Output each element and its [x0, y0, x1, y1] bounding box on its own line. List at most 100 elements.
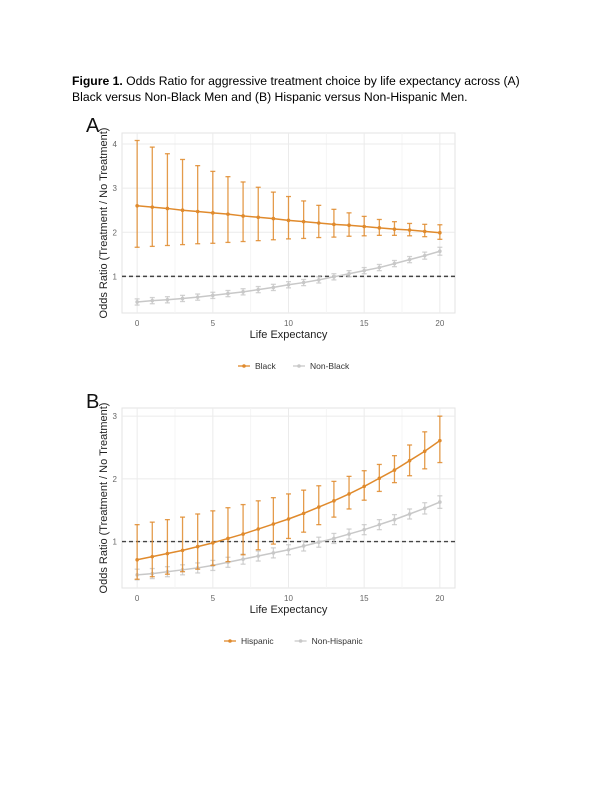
- data-point: [347, 271, 351, 276]
- x-tick-label: 20: [435, 594, 444, 603]
- legend-key-point: [298, 639, 303, 643]
- data-point: [392, 468, 397, 472]
- legend-key-point: [242, 364, 246, 368]
- data-point: [392, 261, 397, 266]
- legend: Black Non-Black: [238, 361, 350, 371]
- data-point: [211, 541, 215, 545]
- data-point: [332, 499, 336, 503]
- x-tick-label: 15: [360, 319, 369, 328]
- x-axis-label: Life Expectancy: [250, 329, 328, 341]
- legend: Hispanic Non-Hispanic: [224, 636, 363, 646]
- legend-key-point: [228, 639, 232, 643]
- y-tick-label: 2: [113, 475, 118, 484]
- data-point: [362, 224, 366, 229]
- data-point: [226, 536, 230, 541]
- data-point: [271, 285, 276, 290]
- x-tick-label: 5: [211, 594, 216, 603]
- data-point: [286, 282, 291, 287]
- x-tick-label: 0: [135, 319, 140, 328]
- x-tick-label: 5: [211, 319, 216, 328]
- data-point: [362, 484, 366, 489]
- data-point: [377, 226, 382, 230]
- data-point: [407, 512, 412, 516]
- data-point: [286, 547, 291, 552]
- y-axis-label: Odds Ratio (Treatment / No Treatment): [98, 128, 110, 319]
- series-hispanic: [134, 415, 443, 580]
- data-point: [332, 222, 336, 227]
- data-point: [150, 205, 155, 209]
- y-tick-label: 4: [113, 140, 118, 149]
- legend-label: Non-Black: [310, 361, 350, 371]
- data-point: [286, 517, 291, 521]
- data-point: [180, 548, 185, 553]
- chart-panel-B: B 0 5 10 15 20 1 2 3 Life Expectancy Odds Ratio (T…: [86, 391, 456, 646]
- data-point: [226, 291, 230, 296]
- y-tick-label: 3: [113, 184, 118, 193]
- series-black: [134, 139, 443, 248]
- data-point: [195, 295, 200, 299]
- data-point: [301, 219, 306, 224]
- legend-label: Non-Hispanic: [312, 636, 364, 646]
- figure-label: Figure 1.: [72, 74, 123, 88]
- data-point: [241, 557, 245, 561]
- data-point: [347, 223, 351, 228]
- data-point: [422, 253, 427, 258]
- caption-text: Odds Ratio for aggressive treatment choi…: [72, 74, 520, 104]
- data-point: [271, 216, 276, 221]
- data-point: [211, 293, 215, 298]
- panel-label: B: [86, 391, 99, 413]
- legend-label: Hispanic: [241, 636, 274, 646]
- x-tick-label: 20: [435, 319, 444, 328]
- x-tick-label: 10: [284, 594, 293, 603]
- data-point: [362, 268, 366, 273]
- data-point: [195, 209, 200, 214]
- figure-caption: Figure 1. Odds Ratio for aggressive trea…: [72, 73, 542, 105]
- data-point: [438, 230, 442, 235]
- data-point: [407, 228, 412, 232]
- data-point: [438, 438, 442, 443]
- data-point: [241, 532, 245, 536]
- data-point: [332, 536, 336, 541]
- data-point: [135, 300, 139, 304]
- data-point: [316, 505, 321, 509]
- data-point: [362, 527, 366, 532]
- y-tick-label: 1: [113, 538, 118, 547]
- data-point: [271, 551, 276, 555]
- x-axis-label: Life Expectancy: [250, 604, 328, 616]
- data-point: [180, 296, 185, 301]
- data-point: [271, 522, 276, 526]
- data-point: [165, 206, 170, 211]
- data-point: [195, 544, 200, 549]
- data-point: [150, 298, 155, 303]
- data-point: [256, 527, 261, 531]
- data-point: [407, 257, 412, 262]
- data-point: [211, 211, 215, 215]
- data-point: [316, 221, 321, 225]
- data-point: [347, 492, 351, 496]
- data-point: [165, 297, 170, 302]
- data-point: [392, 517, 397, 522]
- y-tick-label: 3: [113, 412, 118, 421]
- data-point: [256, 215, 261, 220]
- y-tick-label: 2: [113, 228, 118, 237]
- legend-key-point: [297, 364, 301, 368]
- data-point: [135, 203, 139, 208]
- x-tick-label: 0: [135, 594, 140, 603]
- data-point: [377, 522, 382, 527]
- data-point: [301, 511, 306, 516]
- y-axis-label: Odds Ratio (Treatment / No Treatment): [98, 403, 110, 594]
- chart-panel-A: A 0 5 10 15 20 1 2 3 4 Life Expectancy Odds Ratio (…: [86, 115, 456, 371]
- data-point: [256, 554, 261, 558]
- data-point: [301, 544, 306, 548]
- data-point: [438, 500, 442, 504]
- data-point: [135, 557, 139, 562]
- data-point: [180, 208, 185, 213]
- legend-label: Black: [255, 361, 277, 371]
- data-point: [377, 265, 382, 270]
- panel-label: A: [86, 115, 100, 137]
- data-point: [226, 212, 230, 216]
- data-point: [256, 287, 261, 292]
- data-point: [316, 278, 321, 282]
- data-point: [347, 532, 351, 536]
